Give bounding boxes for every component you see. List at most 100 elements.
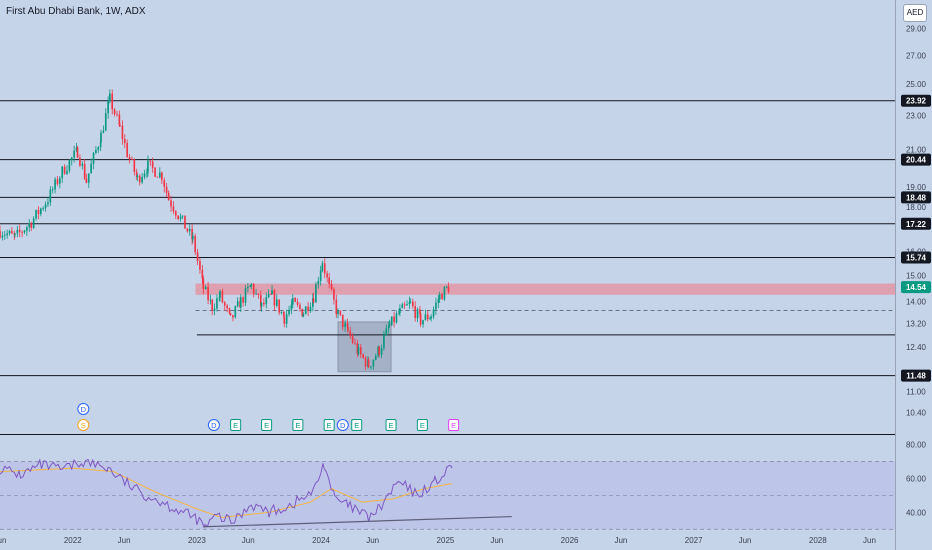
candle-body [76, 147, 79, 158]
candle-body [326, 273, 328, 278]
event-earnings-icon[interactable] [323, 419, 335, 431]
candle-body [99, 142, 102, 148]
candle-body [3, 235, 6, 236]
candle-body [177, 215, 180, 219]
candle-body [56, 179, 59, 184]
candle-body [399, 308, 401, 314]
event-dividend-icon[interactable] [207, 419, 220, 431]
candle-body [207, 286, 209, 301]
candle-body [39, 208, 42, 215]
candle-body [239, 297, 242, 308]
candle-body [247, 286, 249, 289]
candle-body [323, 263, 326, 274]
candle-body [372, 359, 375, 367]
candle-body [447, 286, 450, 292]
rsi-ma-line [0, 467, 452, 518]
candle-body [437, 299, 440, 303]
candle-body [6, 233, 8, 236]
event-earnings-icon[interactable] [416, 419, 428, 431]
price-tick-label: 18.00 [906, 203, 927, 212]
candle-body [221, 291, 224, 303]
event-earnings-upcoming-icon[interactable] [448, 419, 460, 431]
chart-title: First Abu Dhabi Bank, 1W, ADX [6, 6, 146, 17]
price-tick-label: 15.00 [906, 271, 927, 280]
candle-body [26, 227, 28, 231]
level-label: 18.48 [906, 193, 927, 202]
time-tick-label: 2028 [809, 536, 827, 545]
rsi-tick-label: 60.00 [906, 474, 927, 483]
candle-body [70, 157, 73, 161]
candle-body [51, 189, 54, 191]
price-tick-label: 29.00 [906, 25, 927, 34]
level-label: 15.74 [906, 253, 927, 262]
level-label-bg [901, 217, 931, 230]
candle-body [188, 228, 191, 232]
event-letter: D [81, 405, 87, 414]
event-earnings-icon[interactable] [292, 419, 304, 431]
candle-body [138, 175, 141, 183]
price-tick-label: 23.00 [906, 111, 927, 120]
level-label: 23.92 [906, 97, 927, 106]
candle-body [37, 209, 40, 215]
candle-body [14, 233, 16, 235]
candle-body [228, 308, 231, 314]
level-label: 20.44 [906, 156, 927, 165]
event-letter: E [354, 421, 359, 430]
price-tick-label: 16.00 [906, 247, 927, 256]
event-dividend-icon[interactable] [336, 419, 349, 431]
candle-body [163, 180, 166, 187]
event-dividend-icon[interactable] [77, 403, 90, 415]
candle-body [403, 304, 406, 306]
candle-body [408, 302, 411, 305]
candle-body [380, 348, 383, 355]
candle-body [209, 299, 212, 301]
candle-body [301, 308, 304, 317]
candle-body [265, 297, 268, 305]
candle-body [354, 342, 356, 344]
event-earnings-icon[interactable] [261, 419, 273, 431]
event-letter: E [451, 421, 456, 430]
candle-body [59, 178, 61, 184]
event-split-icon[interactable] [77, 419, 90, 431]
candle-body [79, 157, 81, 166]
currency-button[interactable]: AED [903, 4, 927, 22]
candle-body [337, 310, 339, 315]
level-label: 11.48 [906, 372, 926, 381]
candle-body [351, 336, 354, 343]
event-letter: S [81, 421, 86, 430]
candle-body [339, 310, 342, 315]
candle-body [409, 301, 412, 303]
candle-body [356, 343, 359, 355]
time-tick-label: 2023 [188, 536, 206, 545]
candle-body [275, 299, 278, 306]
time-tick-label: 2027 [685, 536, 703, 545]
candle-body [194, 235, 197, 253]
price-tick-label: 19.00 [906, 183, 927, 192]
event-letter: E [420, 421, 425, 430]
event-earnings-icon[interactable] [230, 419, 242, 431]
event-earnings-icon[interactable] [385, 419, 397, 431]
event-earnings-icon[interactable] [351, 419, 363, 431]
candle-body [104, 113, 107, 131]
candle-body [377, 346, 379, 357]
candle-body [32, 218, 35, 228]
candle-body [438, 294, 441, 300]
candle-body [370, 366, 372, 368]
candle-body [170, 200, 172, 207]
candle-body [23, 230, 26, 233]
event-letter: E [264, 421, 269, 430]
time-tick-label: Jun [614, 536, 627, 545]
candle-body [213, 308, 216, 311]
candle-body [44, 204, 47, 209]
candle-body [259, 294, 262, 307]
candle-body [97, 147, 100, 150]
candle-body [172, 206, 175, 212]
level-label-bg [901, 153, 931, 166]
candle-body [167, 192, 170, 201]
price-tick-label: 13.20 [906, 319, 927, 328]
time-tick-label: 2024 [312, 536, 330, 545]
candle-body [179, 216, 182, 219]
candle-body [271, 290, 273, 295]
candle-body [302, 314, 305, 317]
